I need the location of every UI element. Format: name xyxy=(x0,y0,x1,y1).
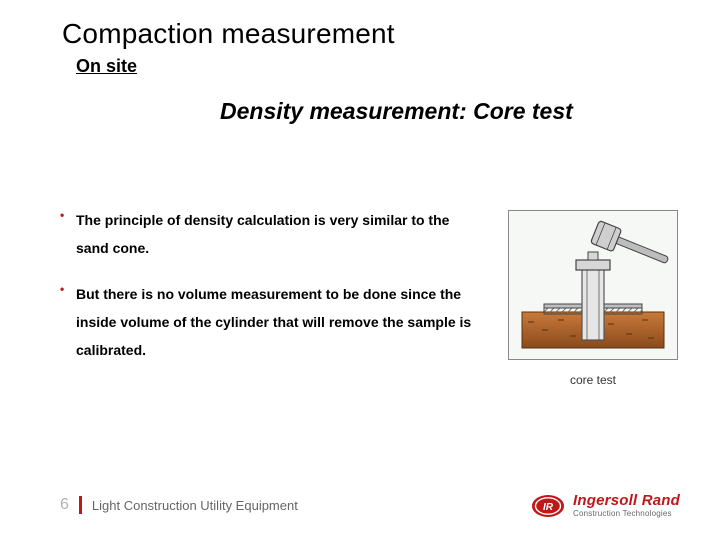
list-item: • The principle of density calculation i… xyxy=(60,206,480,262)
bullet-text: The principle of density calculation is … xyxy=(76,206,480,262)
svg-text:IR: IR xyxy=(543,502,554,513)
brand-logo: IR Ingersoll Rand Construction Technolog… xyxy=(531,493,680,518)
logo-brand: Ingersoll Rand xyxy=(573,493,680,508)
footer-divider xyxy=(79,496,82,514)
bullet-icon: • xyxy=(60,206,76,262)
footer: 6 Light Construction Utility Equipment xyxy=(60,496,298,514)
page-number: 6 xyxy=(60,496,69,514)
core-test-illustration xyxy=(508,210,678,360)
logo-text: Ingersoll Rand Construction Technologies xyxy=(573,493,680,518)
section-heading: Density measurement: Core test xyxy=(220,98,573,125)
slide: Compaction measurement On site Density m… xyxy=(0,0,720,540)
bullet-icon: • xyxy=(60,280,76,364)
bullet-text: But there is no volume measurement to be… xyxy=(76,280,480,364)
list-item: • But there is no volume measurement to … xyxy=(60,280,480,364)
page-title: Compaction measurement xyxy=(62,18,395,50)
figure-caption: core test xyxy=(508,373,678,387)
logo-mark-icon: IR xyxy=(531,494,565,518)
page-subtitle: On site xyxy=(76,56,137,77)
logo-tagline: Construction Technologies xyxy=(573,510,680,518)
footer-text: Light Construction Utility Equipment xyxy=(92,498,298,513)
core-test-figure: core test xyxy=(508,210,678,387)
bullet-list: • The principle of density calculation i… xyxy=(60,206,480,382)
